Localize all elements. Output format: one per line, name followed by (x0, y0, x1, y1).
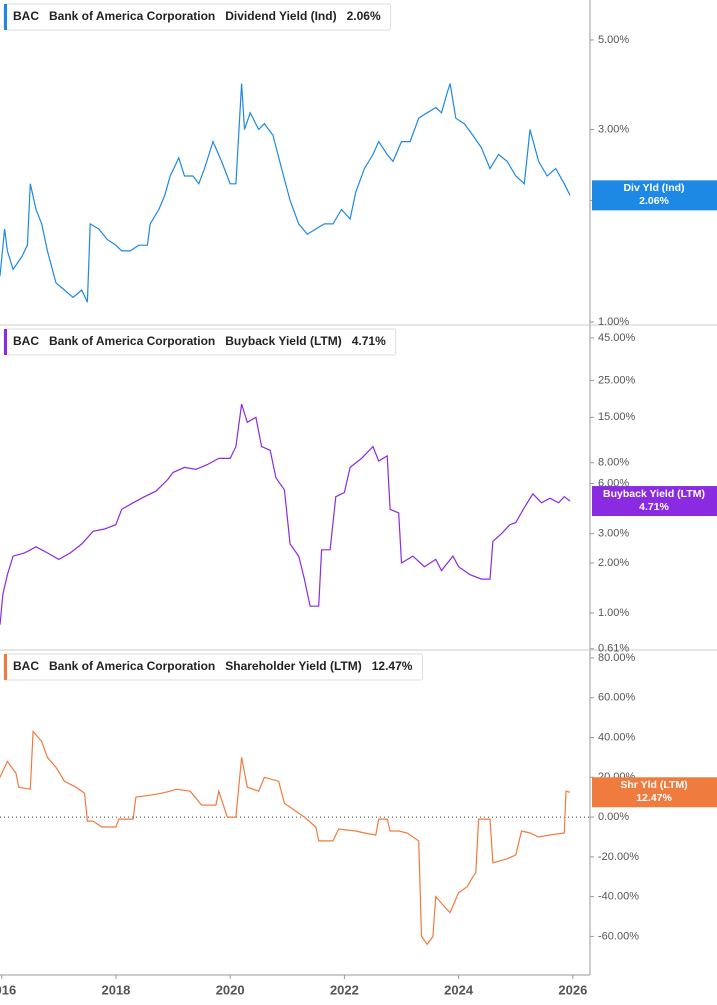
x-tick-label: 2022 (330, 982, 359, 997)
badge-label: Shr Yld (LTM) (620, 779, 687, 791)
data-line (0, 729, 571, 946)
badge-label: Div Yld (Ind) (623, 182, 684, 194)
header-company: Bank of America Corporation (49, 9, 215, 23)
badge-value: 12.47% (636, 792, 672, 804)
header-value: 4.71% (352, 334, 386, 348)
x-tick-label: 2016 (0, 982, 16, 997)
x-tick-label: 2020 (216, 982, 245, 997)
badge-value: 2.06% (639, 195, 669, 207)
header-value: 2.06% (347, 9, 381, 23)
header-series: Shareholder Yield (LTM) (225, 659, 361, 673)
badge-value: 4.71% (639, 501, 669, 513)
header-series: Dividend Yield (Ind) (225, 9, 336, 23)
y-tick-label: -60.00% (598, 930, 639, 942)
header-value: 12.47% (372, 659, 413, 673)
header-ticker: BAC (13, 9, 39, 23)
data-line (0, 403, 571, 625)
y-tick-label: 80.00% (598, 652, 636, 664)
y-tick-label: 5.00% (598, 34, 629, 46)
y-tick-label: 15.00% (598, 411, 636, 423)
y-tick-label: 60.00% (598, 692, 636, 704)
x-tick-label: 2026 (558, 982, 587, 997)
y-tick-label: 1.00% (598, 316, 629, 328)
y-tick-label: 45.00% (598, 332, 636, 344)
header-company: Bank of America Corporation (49, 334, 215, 348)
y-tick-label: 40.00% (598, 731, 636, 743)
y-tick-label: -20.00% (598, 851, 639, 863)
y-tick-label: 0.61% (598, 643, 629, 655)
header-ticker: BAC (13, 659, 39, 673)
value-badge (592, 777, 717, 808)
y-tick-label: -40.00% (598, 891, 639, 903)
y-tick-label: 0.00% (598, 811, 629, 823)
badge-label: Buyback Yield (LTM) (603, 488, 705, 500)
header-accent (4, 329, 7, 355)
y-tick-label: 1.00% (598, 607, 629, 619)
header-series: Buyback Yield (LTM) (225, 334, 341, 348)
y-tick-label: 25.00% (598, 374, 636, 386)
header-company: Bank of America Corporation (49, 659, 215, 673)
data-line (0, 83, 571, 303)
y-tick-label: 3.00% (598, 528, 629, 540)
value-badge (592, 486, 717, 517)
x-tick-label: 2018 (101, 982, 130, 997)
y-tick-label: 2.00% (598, 557, 629, 569)
header-accent (4, 654, 7, 680)
y-tick-label: 8.00% (598, 457, 629, 469)
y-tick-label: 3.00% (598, 123, 629, 135)
x-tick-label: 2024 (444, 982, 474, 997)
header-accent (4, 4, 7, 30)
value-badge (592, 180, 717, 211)
header-ticker: BAC (13, 334, 39, 348)
